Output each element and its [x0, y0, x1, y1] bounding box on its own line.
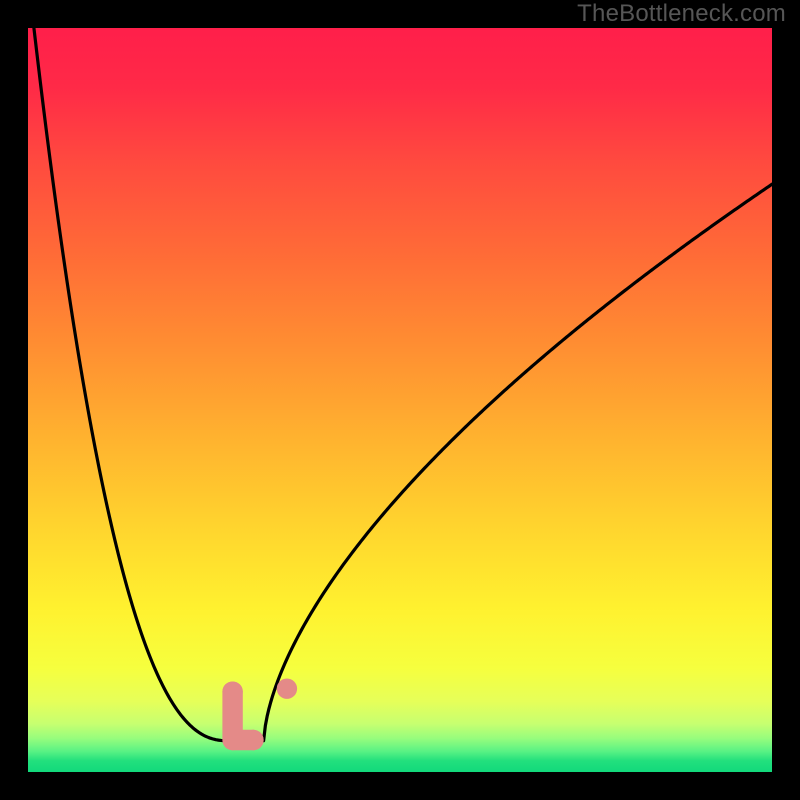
watermark-text: TheBottleneck.com — [577, 0, 786, 28]
marker-elbow-dot — [222, 681, 242, 701]
marker-bottom-dot — [243, 730, 263, 750]
plot-area — [28, 28, 772, 772]
marker-right-dot — [277, 678, 297, 698]
chart-container: TheBottleneck.com — [0, 0, 800, 800]
bottleneck-curve — [28, 28, 772, 741]
curve-layer — [28, 28, 772, 772]
